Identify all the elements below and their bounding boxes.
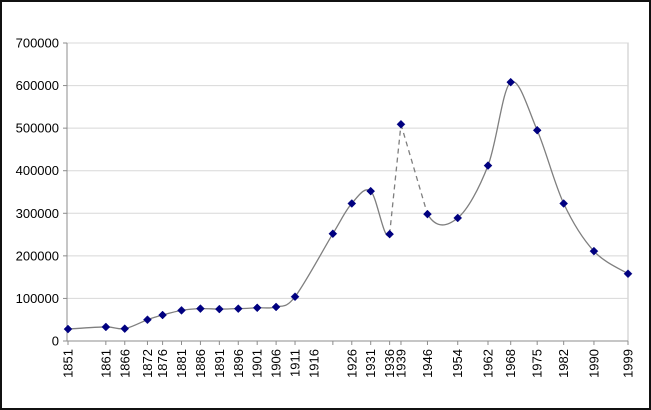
data-point-marker — [271, 302, 281, 312]
x-axis-label: 1916 — [306, 349, 321, 378]
x-axis-label: 1872 — [140, 349, 155, 378]
data-point-marker — [120, 324, 130, 334]
data-point-marker — [101, 322, 111, 332]
x-axis-label: 1891 — [212, 349, 227, 378]
series-segment — [457, 165, 489, 219]
series-segment-dashed — [400, 124, 429, 215]
x-axis-label: 1975 — [530, 349, 545, 378]
x-axis-label: 1999 — [621, 349, 636, 378]
x-axis-label: 1990 — [586, 349, 601, 378]
y-axis-label: 200000 — [16, 248, 59, 263]
data-point-marker — [385, 229, 394, 239]
x-axis-label: 1968 — [503, 349, 518, 378]
x-axis-label: 1982 — [556, 349, 571, 378]
data-point-marker — [233, 304, 243, 313]
data-point-marker — [177, 305, 186, 315]
x-axis-label: 1939 — [393, 349, 408, 378]
data-point-marker — [290, 292, 300, 302]
x-axis-label: 1886 — [193, 349, 208, 378]
x-axis-label: 1962 — [481, 349, 496, 378]
x-axis-label: 1906 — [269, 349, 284, 378]
data-point-marker — [347, 199, 357, 208]
data-point-marker — [423, 209, 432, 219]
x-axis-label: 1931 — [363, 349, 378, 378]
y-axis-label: 500000 — [16, 121, 59, 136]
series-segment — [487, 81, 512, 166]
data-point-marker — [214, 304, 224, 314]
data-point-marker — [589, 246, 599, 256]
data-point-marker — [63, 324, 73, 334]
x-axis-label: 1926 — [344, 349, 359, 378]
data-point-marker — [506, 77, 516, 87]
x-axis-label: 1861 — [98, 349, 113, 378]
y-axis-label: 300000 — [16, 206, 59, 221]
data-point-marker — [158, 310, 167, 320]
data-point-marker — [559, 199, 569, 208]
data-point-marker — [532, 125, 542, 135]
series-segment — [294, 233, 334, 298]
y-axis-label: 400000 — [16, 163, 59, 178]
series-segment — [536, 130, 565, 204]
x-axis-label: 1911 — [288, 349, 303, 377]
data-point-marker — [623, 269, 633, 279]
x-axis-label: 1954 — [450, 349, 465, 378]
y-axis-label: 600000 — [16, 78, 59, 93]
data-point-marker — [252, 303, 262, 313]
x-axis-label: 1936 — [382, 349, 397, 378]
y-axis-label: 100000 — [16, 291, 59, 306]
x-axis-label: 1866 — [117, 349, 132, 378]
x-axis-label: 1851 — [61, 349, 76, 378]
data-point-marker — [483, 161, 493, 170]
y-axis-label: 700000 — [16, 36, 59, 51]
x-axis-label: 1896 — [231, 349, 246, 378]
x-axis-label: 1946 — [420, 349, 435, 378]
data-point-marker — [196, 304, 205, 313]
data-point-marker — [396, 119, 406, 129]
data-point-marker — [366, 186, 376, 196]
series-segment — [426, 213, 459, 226]
y-axis-label: 0 — [52, 334, 59, 349]
series-segment — [563, 203, 595, 252]
data-point-marker — [328, 229, 338, 239]
x-axis-label: 1876 — [155, 349, 170, 378]
x-axis-label: 1881 — [174, 349, 189, 378]
series-segment-dashed — [388, 124, 402, 235]
x-axis-label: 1901 — [250, 349, 265, 378]
data-point-marker — [143, 315, 152, 325]
data-point-marker — [453, 213, 463, 223]
plot-area — [66, 42, 629, 342]
